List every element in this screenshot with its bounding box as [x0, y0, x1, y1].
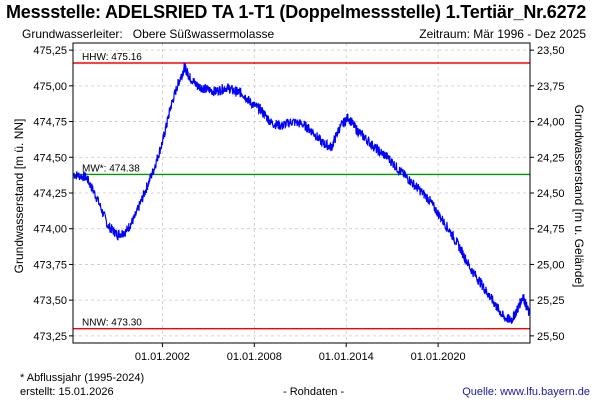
y-tick-label: 473,75 [33, 259, 67, 271]
chart-title: Messstelle: ADELSRIED TA 1-T1 (Doppelmes… [6, 2, 587, 22]
grid-lines [73, 43, 530, 343]
data-type-label: - Rohdaten - [283, 386, 345, 398]
y-tick-label: 473,50 [33, 295, 67, 307]
y-axis-label-right: Grundwasserstand [m u. Gelände] [572, 105, 586, 288]
y-tick-label: 474,50 [33, 152, 67, 164]
x-tick-label: 01.01.2008 [227, 351, 282, 363]
reference-line-label: NNW: 473.30 [82, 318, 142, 329]
aquifer-info: Grundwasserleiter: Obere Süßwassermolass… [22, 27, 274, 41]
y-tick-label: 475,25 [33, 45, 67, 57]
source-link[interactable]: Quelle: www.lfu.bayern.de [462, 386, 590, 398]
footnote-abflussjahr: * Abflussjahr (1995-2024) [20, 372, 145, 384]
y-tick-label: 474,75 [33, 117, 67, 129]
x-tick-label: 01.01.2020 [411, 351, 466, 363]
y2-tick-label: 25,00 [537, 259, 565, 271]
y2-tick-label: 24,50 [537, 188, 565, 200]
x-tick-label: 01.01.2002 [135, 351, 190, 363]
aquifer-value: Obere Süßwassermolasse [132, 27, 275, 41]
reference-line-label: HHW: 475.16 [82, 52, 142, 63]
y2-tick-label: 23,50 [537, 45, 565, 57]
aquifer-label: Grundwasserleiter: [22, 27, 123, 41]
y-axis-label-left: Grundwasserstand [m ü. NN] [12, 119, 26, 274]
y-tick-label: 474,00 [33, 224, 67, 236]
y2-tick-label: 25,25 [537, 295, 565, 307]
created-date: erstellt: 15.01.2026 [20, 386, 114, 398]
y-tick-label: 473,25 [33, 331, 67, 343]
x-tick-label: 01.01.2014 [319, 351, 374, 363]
water-level-series [73, 61, 530, 324]
period-info: Zeitraum: Mär 1996 - Dez 2025 [419, 27, 586, 41]
y2-tick-label: 23,75 [537, 81, 565, 93]
y-tick-label: 475,00 [33, 81, 67, 93]
y2-tick-label: 25,50 [537, 331, 565, 343]
y2-tick-label: 24,25 [537, 152, 565, 164]
axis-ticks: 475,25 475,00 474,75 474,50 474,25 474,00 473,… [33, 45, 564, 363]
y-tick-label: 474,25 [33, 188, 67, 200]
y2-tick-label: 24,75 [537, 224, 565, 236]
y2-tick-label: 24,00 [537, 117, 565, 129]
reference-line-label: MW*: 474.38 [82, 163, 140, 174]
reference-lines: HHW: 475.16 MW*: 474.38 NNW: 473.30 [73, 52, 530, 330]
